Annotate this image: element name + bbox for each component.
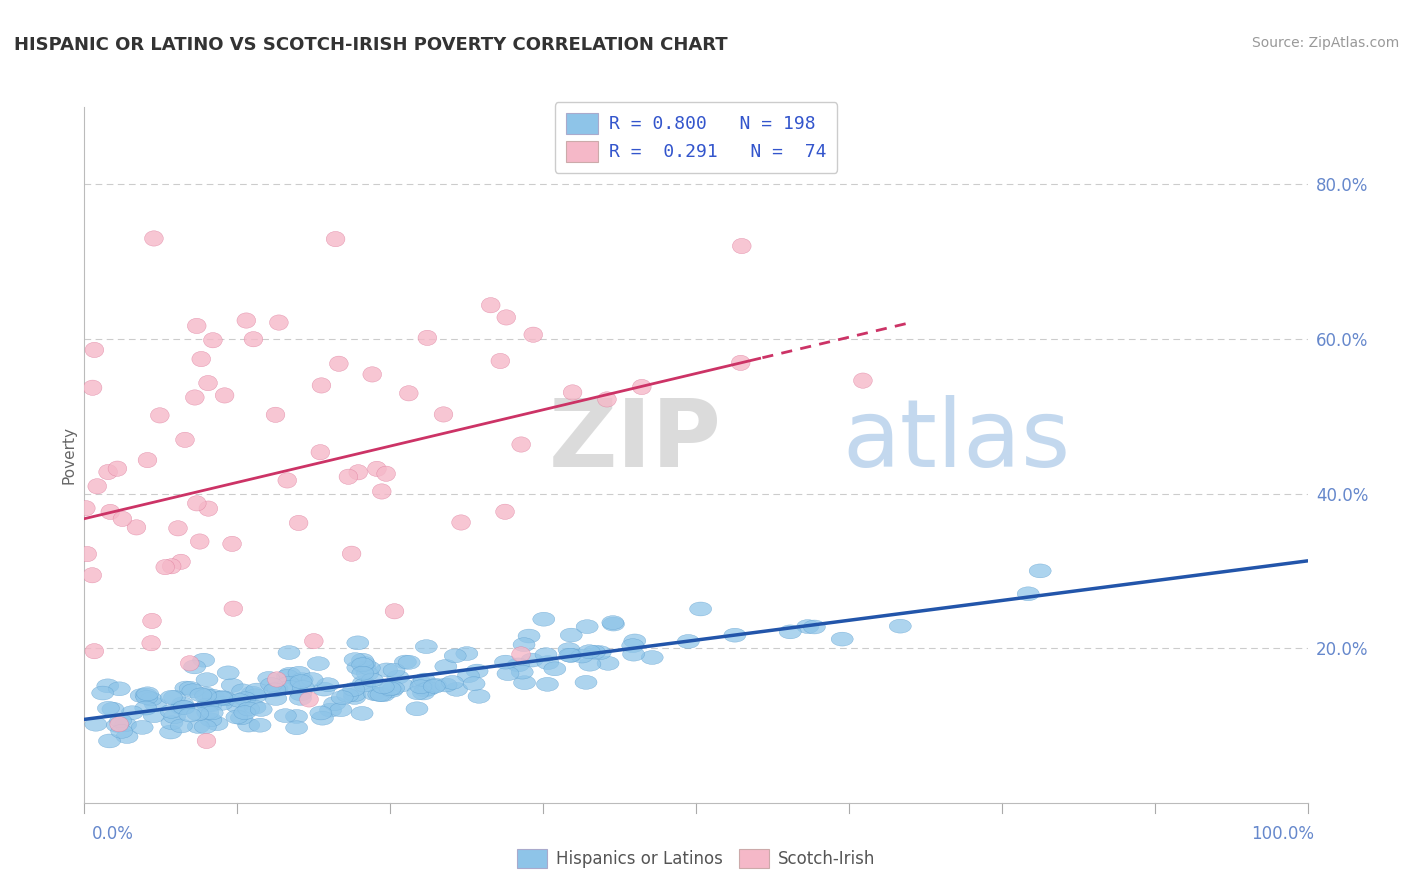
Text: 0.0%: 0.0% [91,825,134,843]
Legend: Hispanics or Latinos, Scotch-Irish: Hispanics or Latinos, Scotch-Irish [510,842,882,874]
Y-axis label: Poverty: Poverty [60,425,76,484]
Text: 100.0%: 100.0% [1251,825,1315,843]
Text: Source: ZipAtlas.com: Source: ZipAtlas.com [1251,36,1399,50]
Text: ZIP: ZIP [550,395,723,487]
Text: HISPANIC OR LATINO VS SCOTCH-IRISH POVERTY CORRELATION CHART: HISPANIC OR LATINO VS SCOTCH-IRISH POVER… [14,36,728,54]
Text: atlas: atlas [842,395,1071,487]
